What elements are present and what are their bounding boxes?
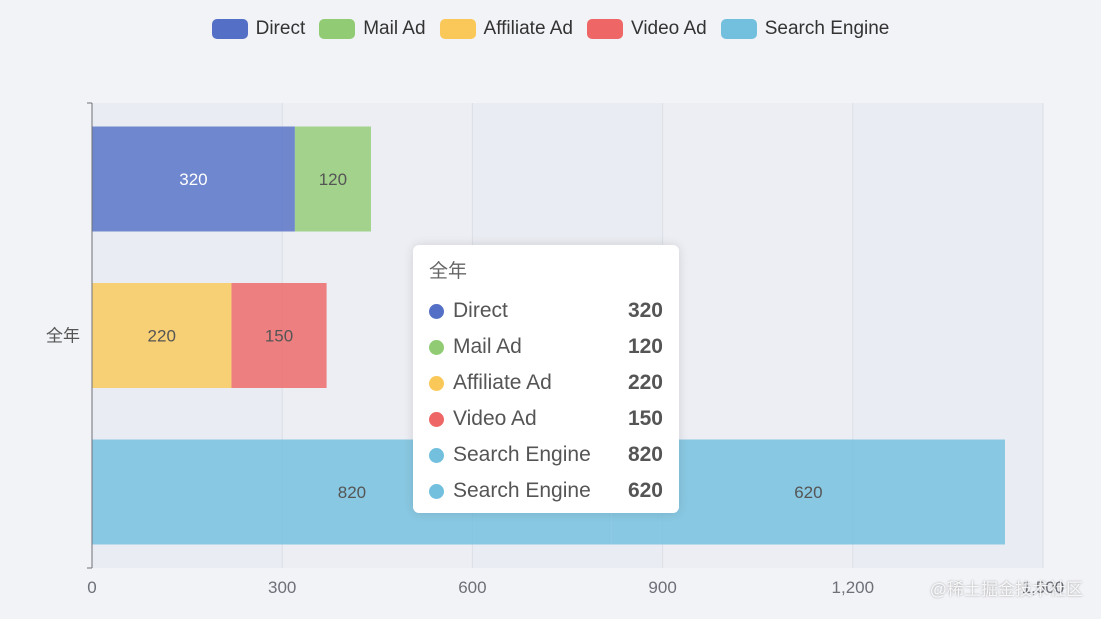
x-tick-label: 600 (458, 578, 486, 597)
legend-item[interactable]: Search Engine (720, 18, 890, 40)
tooltip-series-value: 620 (627, 479, 663, 502)
tooltip-series-value: 220 (627, 371, 663, 394)
tooltip-row: Search Engine 820 (429, 437, 663, 473)
tooltip-series-name: Search Engine (453, 443, 591, 466)
data-label: 620 (794, 483, 822, 502)
bar-segment (92, 126, 295, 232)
tooltip-series-value: 320 (627, 299, 663, 322)
tooltip-series-name: Affiliate Ad (453, 371, 552, 394)
legend-label: Affiliate Ad (483, 18, 573, 39)
series-dot-icon (429, 339, 444, 355)
bar-segment (92, 283, 232, 388)
legend-label: Mail Ad (363, 18, 426, 39)
data-label: 120 (319, 170, 347, 189)
legend-swatch (586, 19, 623, 39)
legend-item[interactable]: Direct (211, 18, 306, 40)
legend-swatch (211, 19, 248, 39)
tooltip-series-value: 150 (627, 407, 663, 430)
tooltip-series-name: Direct (453, 299, 508, 322)
watermark: @稀土掘金技术社区 (929, 580, 1083, 599)
tooltip-row: Direct 320 (429, 293, 663, 329)
tooltip-row: Affiliate Ad 220 (429, 365, 663, 401)
x-tick-label: 1,500 (1022, 578, 1065, 597)
data-label: 320 (179, 170, 207, 189)
tooltip-series-name: Video Ad (453, 407, 537, 430)
data-label: 820 (338, 483, 366, 502)
series-dot-icon (429, 483, 444, 499)
series-dot-icon (429, 411, 444, 427)
bar-segment (294, 126, 371, 232)
series-dot-icon (429, 375, 444, 391)
legend-label: Search Engine (764, 18, 890, 39)
tooltip-series-value: 120 (627, 335, 663, 358)
series-dot-icon (429, 303, 444, 319)
tooltip-row: Mail Ad 120 (429, 329, 663, 365)
tooltip-series-name: Mail Ad (453, 335, 522, 358)
tooltip-title: 全年 (429, 261, 468, 282)
legend-item[interactable]: Mail Ad (319, 18, 426, 40)
tooltip-row: Search Engine 620 (429, 473, 663, 509)
tooltip-series-value: 820 (627, 443, 663, 466)
chart-tooltip: 全年 Direct 320 Mail Ad 120 Affiliate Ad 220 Vid… (413, 245, 679, 513)
legend-label: Direct (255, 18, 306, 39)
x-tick-label: 900 (648, 578, 676, 597)
legend-swatch (439, 19, 476, 39)
legend-swatch (319, 19, 356, 39)
x-tick-label: 1,200 (832, 578, 875, 597)
series-dot-icon (429, 447, 444, 463)
data-label: 150 (265, 327, 293, 346)
chart-legend: Direct Mail Ad Affiliate Ad Video Ad Search … (0, 18, 1101, 40)
legend-item[interactable]: Affiliate Ad (439, 18, 573, 40)
y-category-label: 全年 (46, 327, 80, 347)
legend-swatch (720, 19, 757, 39)
tooltip-series-name: Search Engine (453, 479, 591, 502)
x-tick-label: 300 (268, 578, 296, 597)
x-tick-label: 0 (87, 578, 96, 597)
legend-label: Video Ad (630, 18, 707, 39)
tooltip-row: Video Ad 150 (429, 401, 663, 437)
legend-item[interactable]: Video Ad (586, 18, 707, 40)
data-label: 220 (148, 327, 176, 346)
bar-segment (231, 283, 327, 388)
